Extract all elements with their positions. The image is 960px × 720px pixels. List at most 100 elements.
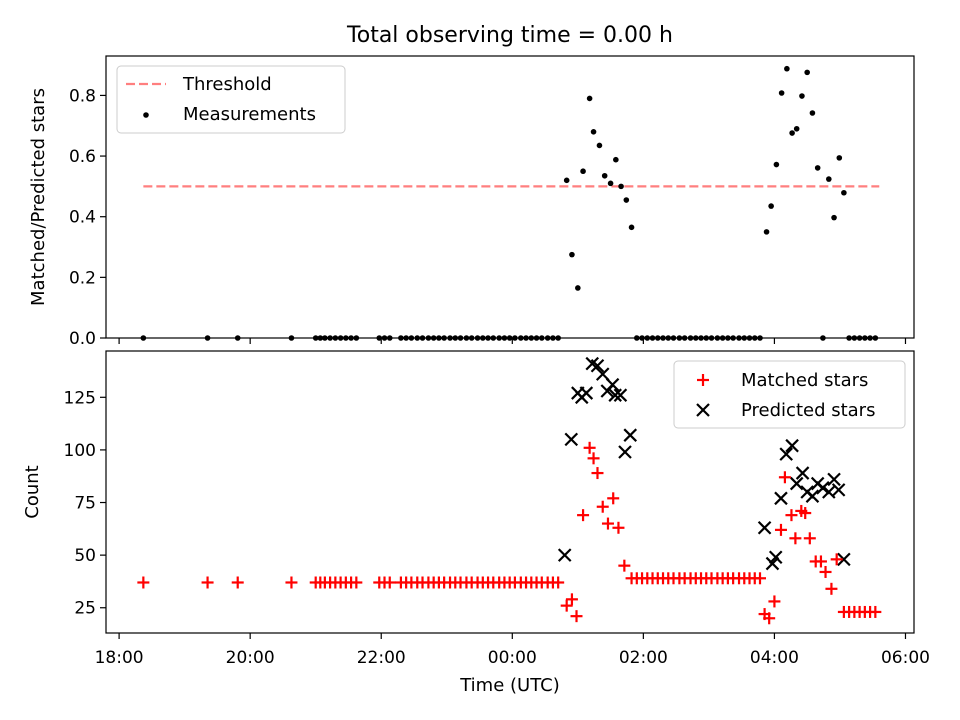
measurement-point — [234, 335, 241, 341]
bottom-x-ticks: 18:00 20:00 22:00 00:00 02:00 04:00 06:00 — [95, 633, 930, 668]
measurement-point — [523, 335, 529, 341]
measurement-point — [618, 183, 624, 190]
measurement-point — [474, 335, 481, 341]
count-points — [137, 356, 882, 625]
measurement-point — [746, 335, 753, 341]
matched-star-point — [612, 521, 625, 534]
bottom-plot-frame — [105, 350, 915, 634]
bottom-y-axis-label: Count — [22, 465, 43, 518]
measurement-point — [501, 335, 508, 341]
measurement-point — [463, 335, 470, 341]
measurement-point — [480, 335, 486, 341]
cross-b — [590, 358, 605, 373]
measurement-point — [496, 335, 502, 341]
measurement-point — [436, 335, 442, 341]
predicted-star-point — [779, 447, 793, 461]
y-tick-label: 125 — [64, 388, 96, 408]
cross-b — [768, 550, 783, 565]
measurement-point — [634, 335, 640, 341]
y-tick-label: 0.6 — [69, 147, 96, 167]
measurement-point — [831, 214, 837, 221]
predicted-star-point — [613, 388, 628, 402]
cross-b — [696, 403, 710, 417]
matched-star-point — [814, 555, 827, 568]
measurement-point — [687, 335, 694, 341]
measurement-points — [140, 65, 879, 341]
predicted-star-point — [831, 483, 846, 497]
measurement-point — [538, 335, 545, 341]
matched-star-point — [570, 610, 583, 623]
top-legend: Threshold Measurements — [116, 65, 346, 134]
cross-b — [757, 520, 772, 535]
measurement-point — [533, 335, 540, 341]
cross-b — [585, 356, 600, 371]
measurement-point — [862, 335, 868, 341]
cross-b — [822, 485, 836, 499]
measurement-point — [607, 180, 614, 187]
matched-star-point — [231, 576, 244, 589]
cross-b — [608, 388, 622, 402]
matched-star-point — [785, 509, 798, 522]
x-tick-label: 02:00 — [619, 648, 668, 668]
measurement-point — [703, 335, 710, 341]
y-tick-label: 0.2 — [69, 268, 96, 288]
measurement-point — [660, 335, 666, 341]
measurement-point — [751, 335, 758, 341]
measurement-point — [447, 335, 453, 341]
matched-star-point — [560, 599, 573, 612]
predicted-star-point — [785, 438, 799, 453]
matched-star-point — [201, 576, 214, 589]
x-axis-label: Time (UTC) — [459, 675, 560, 696]
measurement-point — [809, 110, 816, 116]
legend-measurement-label: Measurements — [183, 104, 316, 125]
x-tick-label: 22:00 — [357, 648, 406, 668]
predicted-star-point — [768, 550, 783, 565]
matched-star-point — [583, 441, 596, 454]
measurement-point — [851, 335, 858, 341]
top-panel: 0.00.20.40.60.8 Matched/Predicted stars … — [28, 55, 915, 349]
matched-star-point — [565, 593, 578, 606]
chart-title: Total observing time = 0.00 h — [346, 23, 673, 48]
x-tick-label: 20:00 — [226, 648, 275, 668]
y-tick-label: 75 — [74, 494, 96, 514]
predicted-star-point — [557, 548, 572, 562]
matched-star-point — [607, 492, 620, 505]
cross-b — [831, 483, 846, 497]
measurement-point — [736, 335, 742, 341]
measurement-point — [586, 95, 593, 102]
matched-star-point — [601, 517, 614, 530]
y-tick-label: 25 — [74, 599, 96, 619]
measurement-point — [419, 335, 426, 341]
measurement-point — [628, 224, 635, 231]
measurement-point — [836, 155, 843, 161]
x-tick-label: 00:00 — [488, 648, 537, 668]
y-tick-label: 0.4 — [69, 208, 96, 228]
measurement-point — [789, 130, 795, 136]
measurement-point — [778, 90, 785, 96]
predicted-star-point — [757, 520, 772, 535]
measurement-point — [654, 335, 661, 341]
predicted-star-point — [765, 556, 780, 571]
measurement-point — [425, 335, 432, 341]
measurement-point — [846, 335, 852, 341]
measurement-point — [569, 251, 575, 258]
predicted-star-point — [623, 428, 638, 442]
x-tick-label: 18:00 — [95, 648, 144, 668]
measurement-point — [867, 335, 873, 341]
legend-predicted-label: Predicted stars — [741, 400, 875, 421]
matched-star-point — [552, 576, 565, 589]
measurement-point — [730, 335, 736, 341]
measurement-point — [670, 335, 677, 341]
measurement-point — [872, 335, 879, 341]
measurement-point — [317, 335, 324, 341]
measurement-point — [692, 335, 699, 341]
measurement-point — [714, 335, 721, 341]
cross-b — [765, 556, 780, 571]
matched-star-point — [830, 553, 843, 566]
cross-b — [795, 466, 810, 480]
y-tick-label: 0.8 — [69, 86, 96, 106]
measurement-point — [381, 335, 388, 341]
top-y-axis-label: Matched/Predicted stars — [28, 88, 49, 306]
cross-b — [605, 377, 620, 392]
